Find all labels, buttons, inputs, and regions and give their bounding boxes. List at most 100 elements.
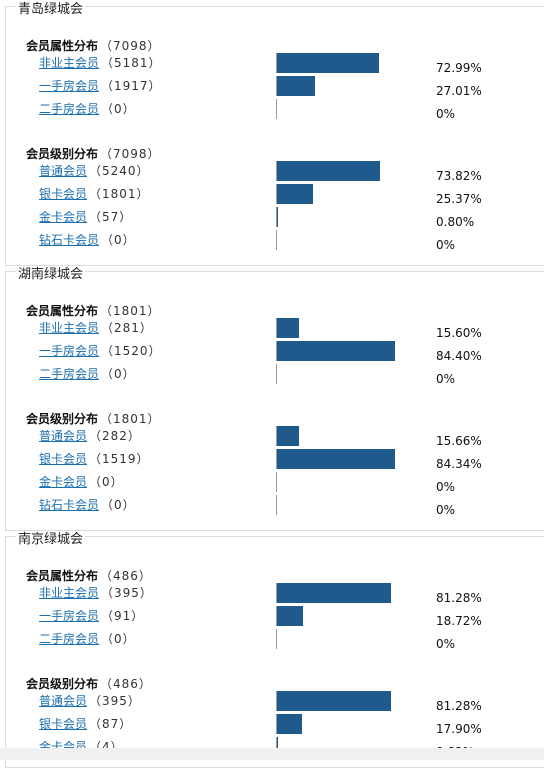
member-type-link[interactable]: 普通会员 <box>39 429 88 443</box>
member-count: （0） <box>101 367 136 381</box>
percent-label: 15.60% <box>436 326 482 340</box>
percent-bar <box>277 76 315 96</box>
bar-track <box>276 53 417 73</box>
member-type-link[interactable]: 金卡会员 <box>39 210 88 224</box>
group-total: （486） <box>100 569 152 583</box>
stat-label: 普通会员 （5240） <box>39 161 150 181</box>
percent-bar <box>277 53 379 73</box>
stat-label: 银卡会员 （1519） <box>39 449 150 469</box>
member-type-link[interactable]: 非业主会员 <box>39 56 100 70</box>
member-count: （1519） <box>89 452 150 466</box>
member-type-link[interactable]: 二手房会员 <box>39 632 100 646</box>
region-title: 青岛绿城会 <box>16 1 86 19</box>
group-title: 会员级别分布 （7098） <box>26 145 161 163</box>
group-name: 会员级别分布 <box>26 412 99 426</box>
percent-bar <box>277 426 299 446</box>
member-type-link[interactable]: 普通会员 <box>39 164 88 178</box>
percent-bar <box>277 184 313 204</box>
member-type-link[interactable]: 钻石卡会员 <box>39 498 100 512</box>
group-title: 会员属性分布 （486） <box>26 567 152 585</box>
member-count: （87） <box>89 717 133 731</box>
member-type-link[interactable]: 钻石卡会员 <box>39 233 100 247</box>
group-title: 会员属性分布 （7098） <box>26 37 161 55</box>
group-total: （1801） <box>100 304 161 318</box>
percent-label: 81.28% <box>436 699 482 713</box>
stat-label: 金卡会员 （0） <box>39 472 124 492</box>
group-total: （1801） <box>100 412 161 426</box>
stat-row: 普通会员 （282） 15.66% <box>6 426 544 448</box>
percent-bar <box>277 714 302 734</box>
member-type-link[interactable]: 普通会员 <box>39 694 88 708</box>
stat-label: 金卡会员 （57） <box>39 207 132 227</box>
stat-row: 二手房会员 （0） 0% <box>6 629 544 651</box>
bar-track <box>276 341 417 361</box>
stat-label: 银卡会员 （87） <box>39 714 132 734</box>
bar-track <box>276 161 417 181</box>
member-type-link[interactable]: 银卡会员 <box>39 187 88 201</box>
member-type-link[interactable]: 一手房会员 <box>39 79 100 93</box>
percent-label: 0% <box>436 503 456 517</box>
percent-label: 81.28% <box>436 591 482 605</box>
stat-label: 一手房会员 （1917） <box>39 76 162 96</box>
member-count: （1801） <box>89 187 150 201</box>
stat-row: 普通会员 （5240） 73.82% <box>6 161 544 183</box>
member-count: （1917） <box>101 79 162 93</box>
stat-label: 钻石卡会员 （0） <box>39 495 136 515</box>
percent-label: 0% <box>436 637 456 651</box>
stat-row: 一手房会员 （1917） 27.01% <box>6 76 544 98</box>
stat-label: 二手房会员 （0） <box>39 629 136 649</box>
percent-label: 0% <box>436 372 456 386</box>
bar-track <box>276 318 417 338</box>
percent-label: 0% <box>436 480 456 494</box>
member-count: （281） <box>101 321 153 335</box>
percent-label: 72.99% <box>436 61 482 75</box>
member-type-link[interactable]: 银卡会员 <box>39 717 88 731</box>
stat-row: 银卡会员 （1801） 25.37% <box>6 184 544 206</box>
percent-bar <box>277 583 391 603</box>
group-title: 会员级别分布 （486） <box>26 675 152 693</box>
group-title: 会员属性分布 （1801） <box>26 302 161 320</box>
group-name: 会员属性分布 <box>26 39 99 53</box>
member-type-link[interactable]: 金卡会员 <box>39 475 88 489</box>
percent-label: 25.37% <box>436 192 482 206</box>
member-type-link[interactable]: 非业主会员 <box>39 321 100 335</box>
member-type-link[interactable]: 二手房会员 <box>39 367 100 381</box>
bar-track <box>276 449 417 469</box>
member-count: （0） <box>101 102 136 116</box>
stat-label: 非业主会员 （395） <box>39 583 153 603</box>
bar-track <box>276 364 417 384</box>
percent-label: 73.82% <box>436 169 482 183</box>
stat-row: 一手房会员 （1520） 84.40% <box>6 341 544 363</box>
stat-row: 一手房会员 （91） 18.72% <box>6 606 544 628</box>
member-type-link[interactable]: 一手房会员 <box>39 344 100 358</box>
stat-row: 二手房会员 （0） 0% <box>6 364 544 386</box>
percent-bar <box>277 449 395 469</box>
bar-track <box>276 426 417 446</box>
percent-bar <box>277 691 391 711</box>
stat-row: 银卡会员 （1519） 84.34% <box>6 449 544 471</box>
stat-label: 二手房会员 （0） <box>39 364 136 384</box>
bar-track <box>276 583 417 603</box>
member-count: （0） <box>101 233 136 247</box>
group-name: 会员属性分布 <box>26 569 99 583</box>
stat-label: 钻石卡会员 （0） <box>39 230 136 250</box>
member-type-link[interactable]: 非业主会员 <box>39 586 100 600</box>
stat-label: 一手房会员 （91） <box>39 606 144 626</box>
member-count: （57） <box>89 210 133 224</box>
percent-bar <box>277 207 278 227</box>
stat-label: 一手房会员 （1520） <box>39 341 162 361</box>
group-name: 会员级别分布 <box>26 147 99 161</box>
member-count: （0） <box>101 498 136 512</box>
member-type-link[interactable]: 银卡会员 <box>39 452 88 466</box>
percent-label: 15.66% <box>436 434 482 448</box>
percent-bar <box>277 318 299 338</box>
member-count: （5181） <box>101 56 162 70</box>
member-count: （0） <box>89 475 124 489</box>
bar-track <box>276 184 417 204</box>
percent-label: 84.34% <box>436 457 482 471</box>
member-type-link[interactable]: 二手房会员 <box>39 102 100 116</box>
bar-track <box>276 691 417 711</box>
region-title: 南京绿城会 <box>16 531 86 549</box>
member-type-link[interactable]: 一手房会员 <box>39 609 100 623</box>
percent-bar <box>277 737 278 757</box>
